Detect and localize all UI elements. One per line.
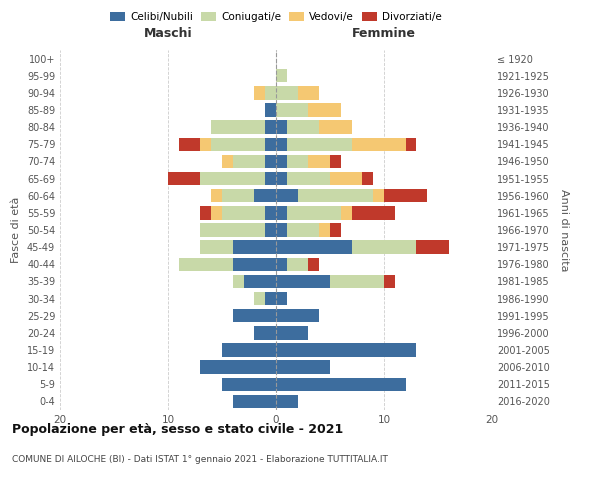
Bar — [287, 120, 319, 134]
Bar — [308, 154, 330, 168]
Bar — [319, 224, 330, 236]
Y-axis label: Fasce di età: Fasce di età — [11, 197, 21, 263]
Bar — [276, 69, 287, 82]
Bar — [276, 138, 287, 151]
Bar — [222, 378, 276, 391]
Bar — [373, 189, 384, 202]
Bar — [265, 224, 276, 236]
Bar — [276, 154, 287, 168]
Bar — [276, 258, 287, 271]
Bar — [308, 104, 341, 117]
Bar — [276, 120, 287, 134]
Bar — [233, 240, 276, 254]
Bar — [276, 172, 287, 186]
Bar — [200, 240, 233, 254]
Bar — [168, 172, 200, 186]
Bar — [287, 154, 308, 168]
Bar — [352, 138, 406, 151]
Bar — [276, 360, 330, 374]
Text: Popolazione per età, sesso e stato civile - 2021: Popolazione per età, sesso e stato civil… — [12, 422, 343, 436]
Bar — [287, 224, 319, 236]
Bar — [276, 206, 287, 220]
Bar — [276, 394, 298, 408]
Text: Femmine: Femmine — [352, 26, 416, 40]
Bar — [179, 258, 233, 271]
Bar — [287, 172, 330, 186]
Bar — [265, 120, 276, 134]
Bar — [341, 206, 352, 220]
Bar — [384, 189, 427, 202]
Bar — [276, 292, 287, 306]
Text: COMUNE DI AILOCHE (BI) - Dati ISTAT 1° gennaio 2021 - Elaborazione TUTTITALIA.IT: COMUNE DI AILOCHE (BI) - Dati ISTAT 1° g… — [12, 455, 388, 464]
Bar — [276, 378, 406, 391]
Bar — [330, 172, 362, 186]
Bar — [200, 224, 265, 236]
Bar — [265, 172, 276, 186]
Bar — [265, 292, 276, 306]
Bar — [233, 258, 276, 271]
Bar — [265, 86, 276, 100]
Text: Maschi: Maschi — [143, 26, 193, 40]
Bar — [200, 172, 265, 186]
Bar — [276, 104, 308, 117]
Bar — [254, 189, 276, 202]
Bar — [276, 344, 416, 356]
Bar — [416, 240, 449, 254]
Bar — [254, 86, 265, 100]
Bar — [244, 274, 276, 288]
Bar — [276, 309, 319, 322]
Bar — [330, 154, 341, 168]
Bar — [276, 240, 352, 254]
Bar — [352, 240, 416, 254]
Bar — [254, 326, 276, 340]
Bar — [276, 326, 308, 340]
Bar — [200, 206, 211, 220]
Bar — [362, 172, 373, 186]
Bar — [287, 206, 341, 220]
Bar — [265, 138, 276, 151]
Bar — [298, 189, 373, 202]
Bar — [211, 189, 222, 202]
Y-axis label: Anni di nascita: Anni di nascita — [559, 188, 569, 271]
Bar — [211, 206, 222, 220]
Bar — [298, 86, 319, 100]
Bar — [222, 344, 276, 356]
Bar — [406, 138, 416, 151]
Bar — [222, 154, 233, 168]
Bar — [352, 206, 395, 220]
Bar — [200, 360, 276, 374]
Bar — [384, 274, 395, 288]
Bar — [287, 258, 308, 271]
Bar — [222, 189, 254, 202]
Bar — [276, 189, 298, 202]
Bar — [308, 258, 319, 271]
Bar — [211, 120, 265, 134]
Bar — [254, 292, 265, 306]
Bar — [222, 206, 265, 220]
Bar — [276, 224, 287, 236]
Bar — [330, 224, 341, 236]
Bar — [179, 138, 200, 151]
Bar — [233, 394, 276, 408]
Bar — [276, 86, 298, 100]
Bar — [276, 274, 330, 288]
Bar — [200, 138, 211, 151]
Bar — [233, 274, 244, 288]
Bar — [233, 309, 276, 322]
Bar — [211, 138, 265, 151]
Bar — [319, 120, 352, 134]
Bar — [265, 154, 276, 168]
Bar — [233, 154, 265, 168]
Bar — [265, 206, 276, 220]
Bar — [265, 104, 276, 117]
Legend: Celibi/Nubili, Coniugati/e, Vedovi/e, Divorziati/e: Celibi/Nubili, Coniugati/e, Vedovi/e, Di… — [106, 8, 446, 26]
Bar — [287, 138, 352, 151]
Bar — [330, 274, 384, 288]
